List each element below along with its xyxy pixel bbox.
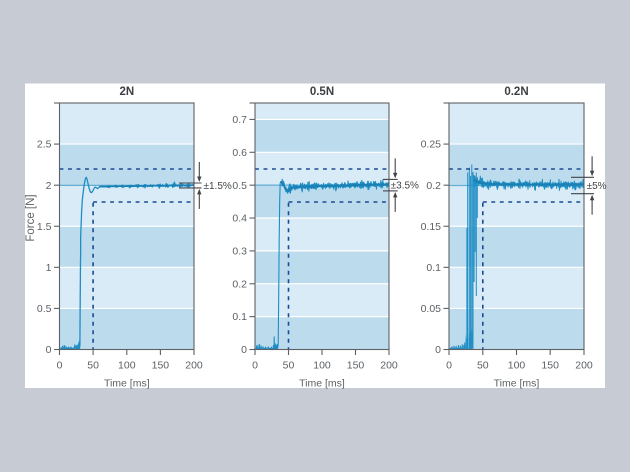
svg-text:2.5: 2.5 bbox=[37, 139, 52, 151]
svg-text:50: 50 bbox=[477, 360, 489, 372]
svg-text:100: 100 bbox=[118, 360, 136, 372]
svg-text:200: 200 bbox=[185, 360, 203, 372]
svg-text:0.2: 0.2 bbox=[232, 278, 247, 290]
svg-text:0.4: 0.4 bbox=[232, 213, 247, 225]
svg-text:0: 0 bbox=[46, 344, 52, 356]
svg-text:0.05: 0.05 bbox=[421, 303, 442, 315]
svg-text:0.7: 0.7 bbox=[232, 114, 247, 126]
svg-text:±1.5%: ±1.5% bbox=[204, 181, 232, 192]
svg-text:±3.5%: ±3.5% bbox=[391, 180, 419, 191]
svg-text:1: 1 bbox=[46, 262, 52, 274]
svg-text:Time [ms]: Time [ms] bbox=[104, 378, 150, 390]
svg-text:0: 0 bbox=[57, 360, 63, 372]
svg-text:0.2N: 0.2N bbox=[504, 86, 528, 98]
svg-text:200: 200 bbox=[380, 360, 398, 372]
svg-text:1.5: 1.5 bbox=[37, 221, 52, 233]
svg-text:0.6: 0.6 bbox=[232, 147, 247, 159]
svg-text:0.3: 0.3 bbox=[232, 246, 247, 258]
svg-text:200: 200 bbox=[575, 360, 593, 372]
svg-text:150: 150 bbox=[152, 360, 170, 372]
svg-text:0.5: 0.5 bbox=[37, 303, 52, 315]
svg-text:±5%: ±5% bbox=[587, 181, 607, 192]
svg-text:Time [ms]: Time [ms] bbox=[299, 378, 345, 390]
svg-text:50: 50 bbox=[87, 360, 99, 372]
svg-text:0.5: 0.5 bbox=[232, 180, 247, 192]
svg-text:0.5N: 0.5N bbox=[310, 86, 334, 98]
svg-text:100: 100 bbox=[313, 360, 331, 372]
svg-text:0.1: 0.1 bbox=[426, 262, 441, 274]
svg-text:2N: 2N bbox=[119, 86, 134, 98]
svg-text:0.1: 0.1 bbox=[232, 311, 247, 323]
svg-text:Force [N]: Force [N] bbox=[25, 194, 37, 241]
svg-text:0: 0 bbox=[435, 344, 441, 356]
svg-text:0: 0 bbox=[241, 344, 247, 356]
svg-text:0.2: 0.2 bbox=[426, 180, 441, 192]
svg-text:0.15: 0.15 bbox=[421, 221, 442, 233]
svg-text:0: 0 bbox=[252, 360, 258, 372]
svg-text:0.25: 0.25 bbox=[421, 139, 442, 151]
svg-text:2: 2 bbox=[46, 180, 52, 192]
svg-text:50: 50 bbox=[283, 360, 295, 372]
svg-text:0: 0 bbox=[446, 360, 452, 372]
svg-text:150: 150 bbox=[347, 360, 365, 372]
svg-text:100: 100 bbox=[508, 360, 526, 372]
svg-text:Time [ms]: Time [ms] bbox=[494, 378, 540, 390]
svg-text:150: 150 bbox=[541, 360, 559, 372]
